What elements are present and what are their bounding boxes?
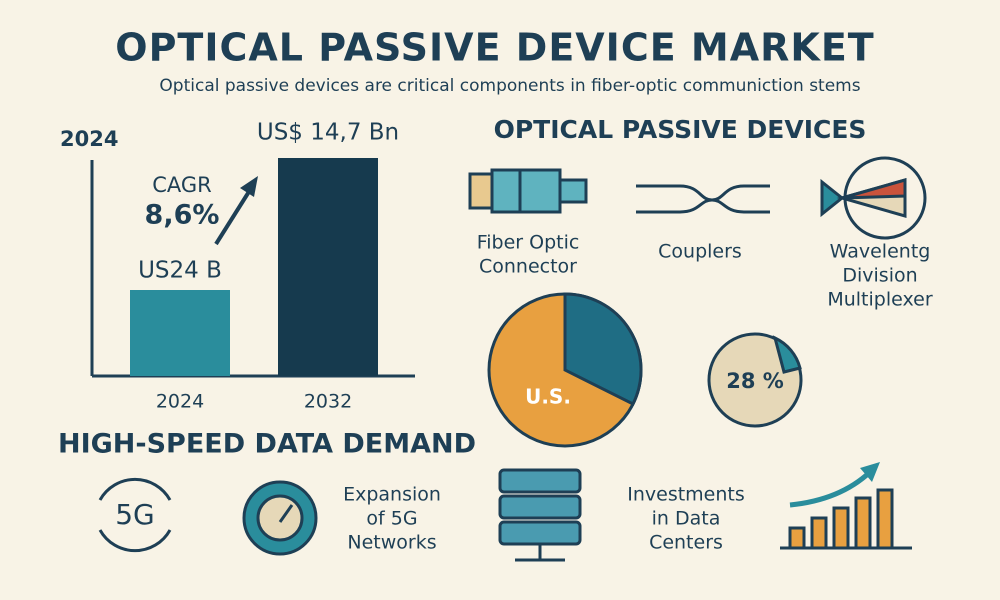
bar-2024 xyxy=(130,290,230,376)
pie-label: U.S. xyxy=(525,385,571,409)
x-label: 2024 xyxy=(156,391,204,413)
gauge-circle xyxy=(707,332,803,428)
wdm-icon xyxy=(820,156,927,240)
bar-label: US24 B xyxy=(138,258,222,284)
device-label: Fiber Optic xyxy=(477,232,580,254)
demand-label: Centers xyxy=(649,532,723,554)
bar-label: US$ 14,7 Bn xyxy=(257,120,399,146)
device-label: Wavelentg xyxy=(830,241,931,263)
demand-label: Networks xyxy=(347,532,436,554)
gauge-slice xyxy=(772,335,802,374)
pie-slice xyxy=(563,292,643,407)
x-label: 2032 xyxy=(304,391,352,413)
speed-icon xyxy=(242,480,318,556)
title: OPTICAL PASSIVE DEVICE MARKET xyxy=(115,26,874,70)
demand-label: Investments xyxy=(627,484,745,506)
growth-icon xyxy=(780,462,912,550)
cagr-label: CAGR xyxy=(152,173,212,197)
bar-2032 xyxy=(278,158,378,376)
subtitle: Optical passive devices are critical com… xyxy=(159,76,860,96)
device-label: Division xyxy=(842,265,917,287)
server-icon xyxy=(498,468,582,562)
5g-icon xyxy=(98,477,172,553)
demand-label: Expansion xyxy=(343,484,441,506)
device-label: Couplers xyxy=(658,241,742,263)
demand-label: of 5G xyxy=(366,508,417,530)
devices-title: OPTICAL PASSIVE DEVICES xyxy=(494,115,867,144)
axis-label: 2024 xyxy=(60,127,118,151)
cagr-value: 8,6% xyxy=(145,200,220,231)
growth-arrow xyxy=(214,176,258,246)
demand-label: in Data xyxy=(652,508,721,530)
device-label: Multiplexer xyxy=(827,289,932,311)
coupler-icon xyxy=(636,184,770,214)
device-label: Connector xyxy=(479,256,577,278)
5g-label: 5G xyxy=(115,498,155,531)
connector-icon xyxy=(468,168,588,214)
share-label: 28 % xyxy=(726,369,784,393)
demand-title: HIGH-SPEED DATA DEMAND xyxy=(58,429,476,460)
